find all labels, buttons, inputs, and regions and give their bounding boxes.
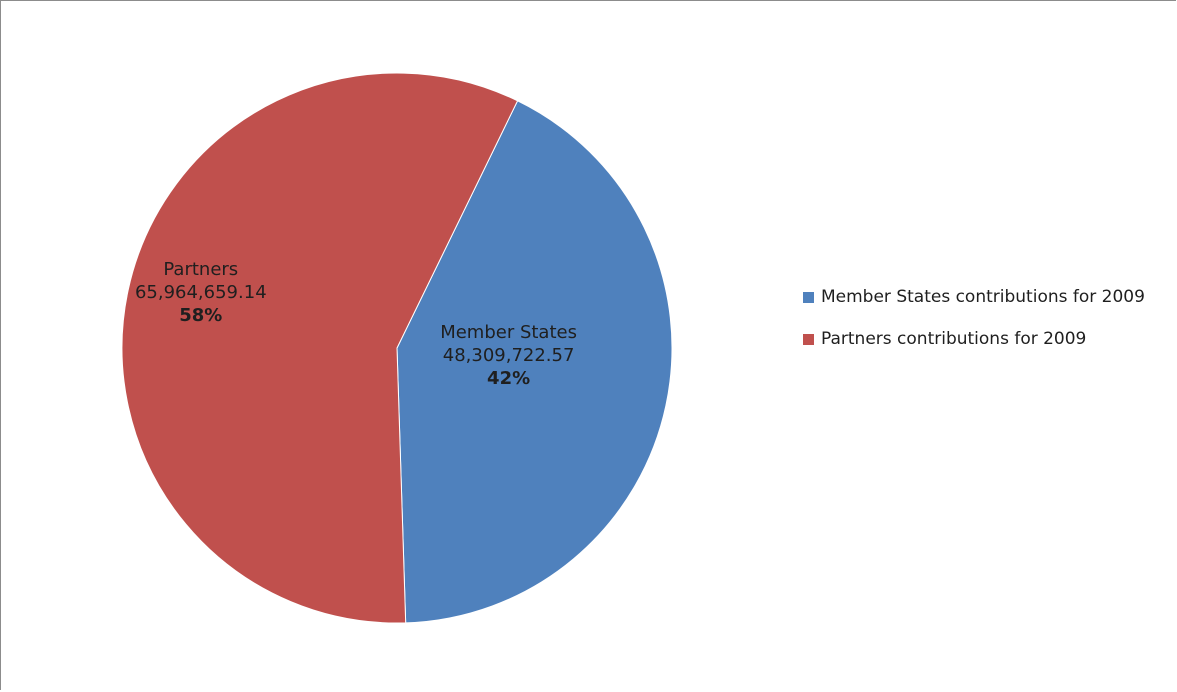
pie-slice-member-states [396,100,673,624]
pie-slices [121,72,673,624]
slice-name-label-partners: Partners [163,259,238,280]
legend: Member States contributions for 2009 Par… [803,285,1173,369]
pie-slice-partners [121,72,519,624]
slice-value-label-member-states: 48,309,722.57 [443,345,575,366]
legend-item-member-states: Member States contributions for 2009 [803,285,1173,309]
legend-item-partners: Partners contributions for 2009 [803,327,1173,351]
legend-swatch-member-states [803,292,814,303]
legend-swatch-partners [803,334,814,345]
legend-label-member-states: Member States contributions for 2009 [821,287,1145,307]
legend-label-partners: Partners contributions for 2009 [821,329,1087,349]
slice-value-label-partners: 65,964,659.14 [135,282,267,303]
slice-percent-label-partners: 58% [179,305,222,326]
slice-percent-label-member-states: 42% [487,368,530,389]
slice-name-label-member-states: Member States [440,322,577,343]
